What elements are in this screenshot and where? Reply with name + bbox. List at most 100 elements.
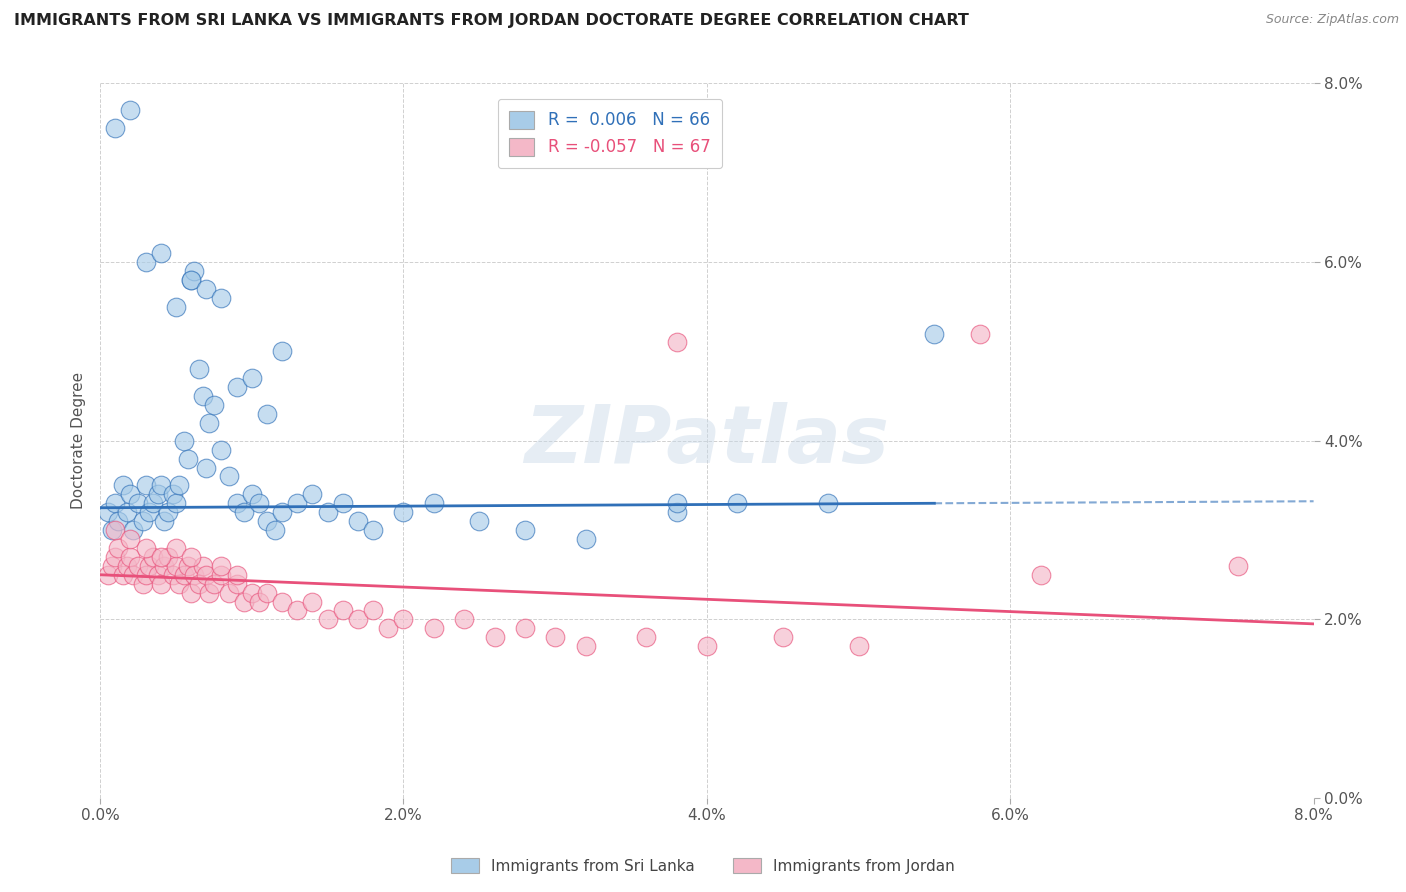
Point [392,612,415,626]
Point [117,558,139,573]
Point [574,532,596,546]
Point [120,103,142,118]
Point [180,585,202,599]
Point [162,567,184,582]
Point [97,567,120,582]
Point [173,567,195,582]
Point [218,585,240,599]
Point [165,496,187,510]
Point [157,549,180,564]
Point [180,273,202,287]
Point [225,576,247,591]
Point [131,514,153,528]
Point [240,585,263,599]
Point [301,594,323,608]
Point [271,594,294,608]
Text: Source: ZipAtlas.com: Source: ZipAtlas.com [1265,13,1399,27]
Point [198,585,221,599]
Point [138,505,160,519]
Point [198,416,221,430]
Point [211,567,233,582]
Point [127,558,149,573]
Point [131,576,153,591]
Point [120,532,142,546]
Point [924,326,946,341]
Point [195,460,218,475]
Point [696,639,718,653]
Point [101,523,124,537]
Point [104,523,127,537]
Point [157,505,180,519]
Point [165,541,187,555]
Point [153,514,176,528]
Point [574,639,596,653]
Point [122,567,145,582]
Point [636,630,658,644]
Point [285,496,308,510]
Point [149,549,172,564]
Point [332,603,354,617]
Point [187,576,209,591]
Point [183,264,205,278]
Point [484,630,506,644]
Point [848,639,870,653]
Point [165,558,187,573]
Point [187,362,209,376]
Point [146,487,169,501]
Point [665,335,688,350]
Point [104,549,127,564]
Point [468,514,491,528]
Point [256,407,278,421]
Point [316,505,339,519]
Point [377,621,399,635]
Point [256,585,278,599]
Point [142,549,165,564]
Point [225,380,247,394]
Point [347,514,370,528]
Point [153,558,176,573]
Point [423,496,446,510]
Point [183,567,205,582]
Point [423,621,446,635]
Point [107,514,129,528]
Point [513,621,536,635]
Point [177,451,200,466]
Point [225,496,247,510]
Point [165,300,187,314]
Point [193,389,215,403]
Point [122,523,145,537]
Point [969,326,991,341]
Point [120,487,142,501]
Point [256,514,278,528]
Point [193,558,215,573]
Point [149,576,172,591]
Point [135,567,157,582]
Point [162,487,184,501]
Point [725,496,748,510]
Point [211,558,233,573]
Point [211,291,233,305]
Legend: R =  0.006   N = 66, R = -0.057   N = 67: R = 0.006 N = 66, R = -0.057 N = 67 [498,99,723,168]
Point [180,549,202,564]
Point [146,567,169,582]
Point [233,594,256,608]
Point [202,398,225,412]
Point [180,273,202,287]
Point [101,558,124,573]
Point [361,523,384,537]
Point [111,567,134,582]
Point [513,523,536,537]
Point [111,478,134,492]
Y-axis label: Doctorate Degree: Doctorate Degree [72,372,86,509]
Point [665,496,688,510]
Point [149,478,172,492]
Point [104,121,127,136]
Text: IMMIGRANTS FROM SRI LANKA VS IMMIGRANTS FROM JORDAN DOCTORATE DEGREE CORRELATION: IMMIGRANTS FROM SRI LANKA VS IMMIGRANTS … [14,13,969,29]
Point [97,505,120,519]
Point [138,558,160,573]
Point [167,478,190,492]
Point [1029,567,1052,582]
Point [271,505,294,519]
Point [233,505,256,519]
Point [772,630,794,644]
